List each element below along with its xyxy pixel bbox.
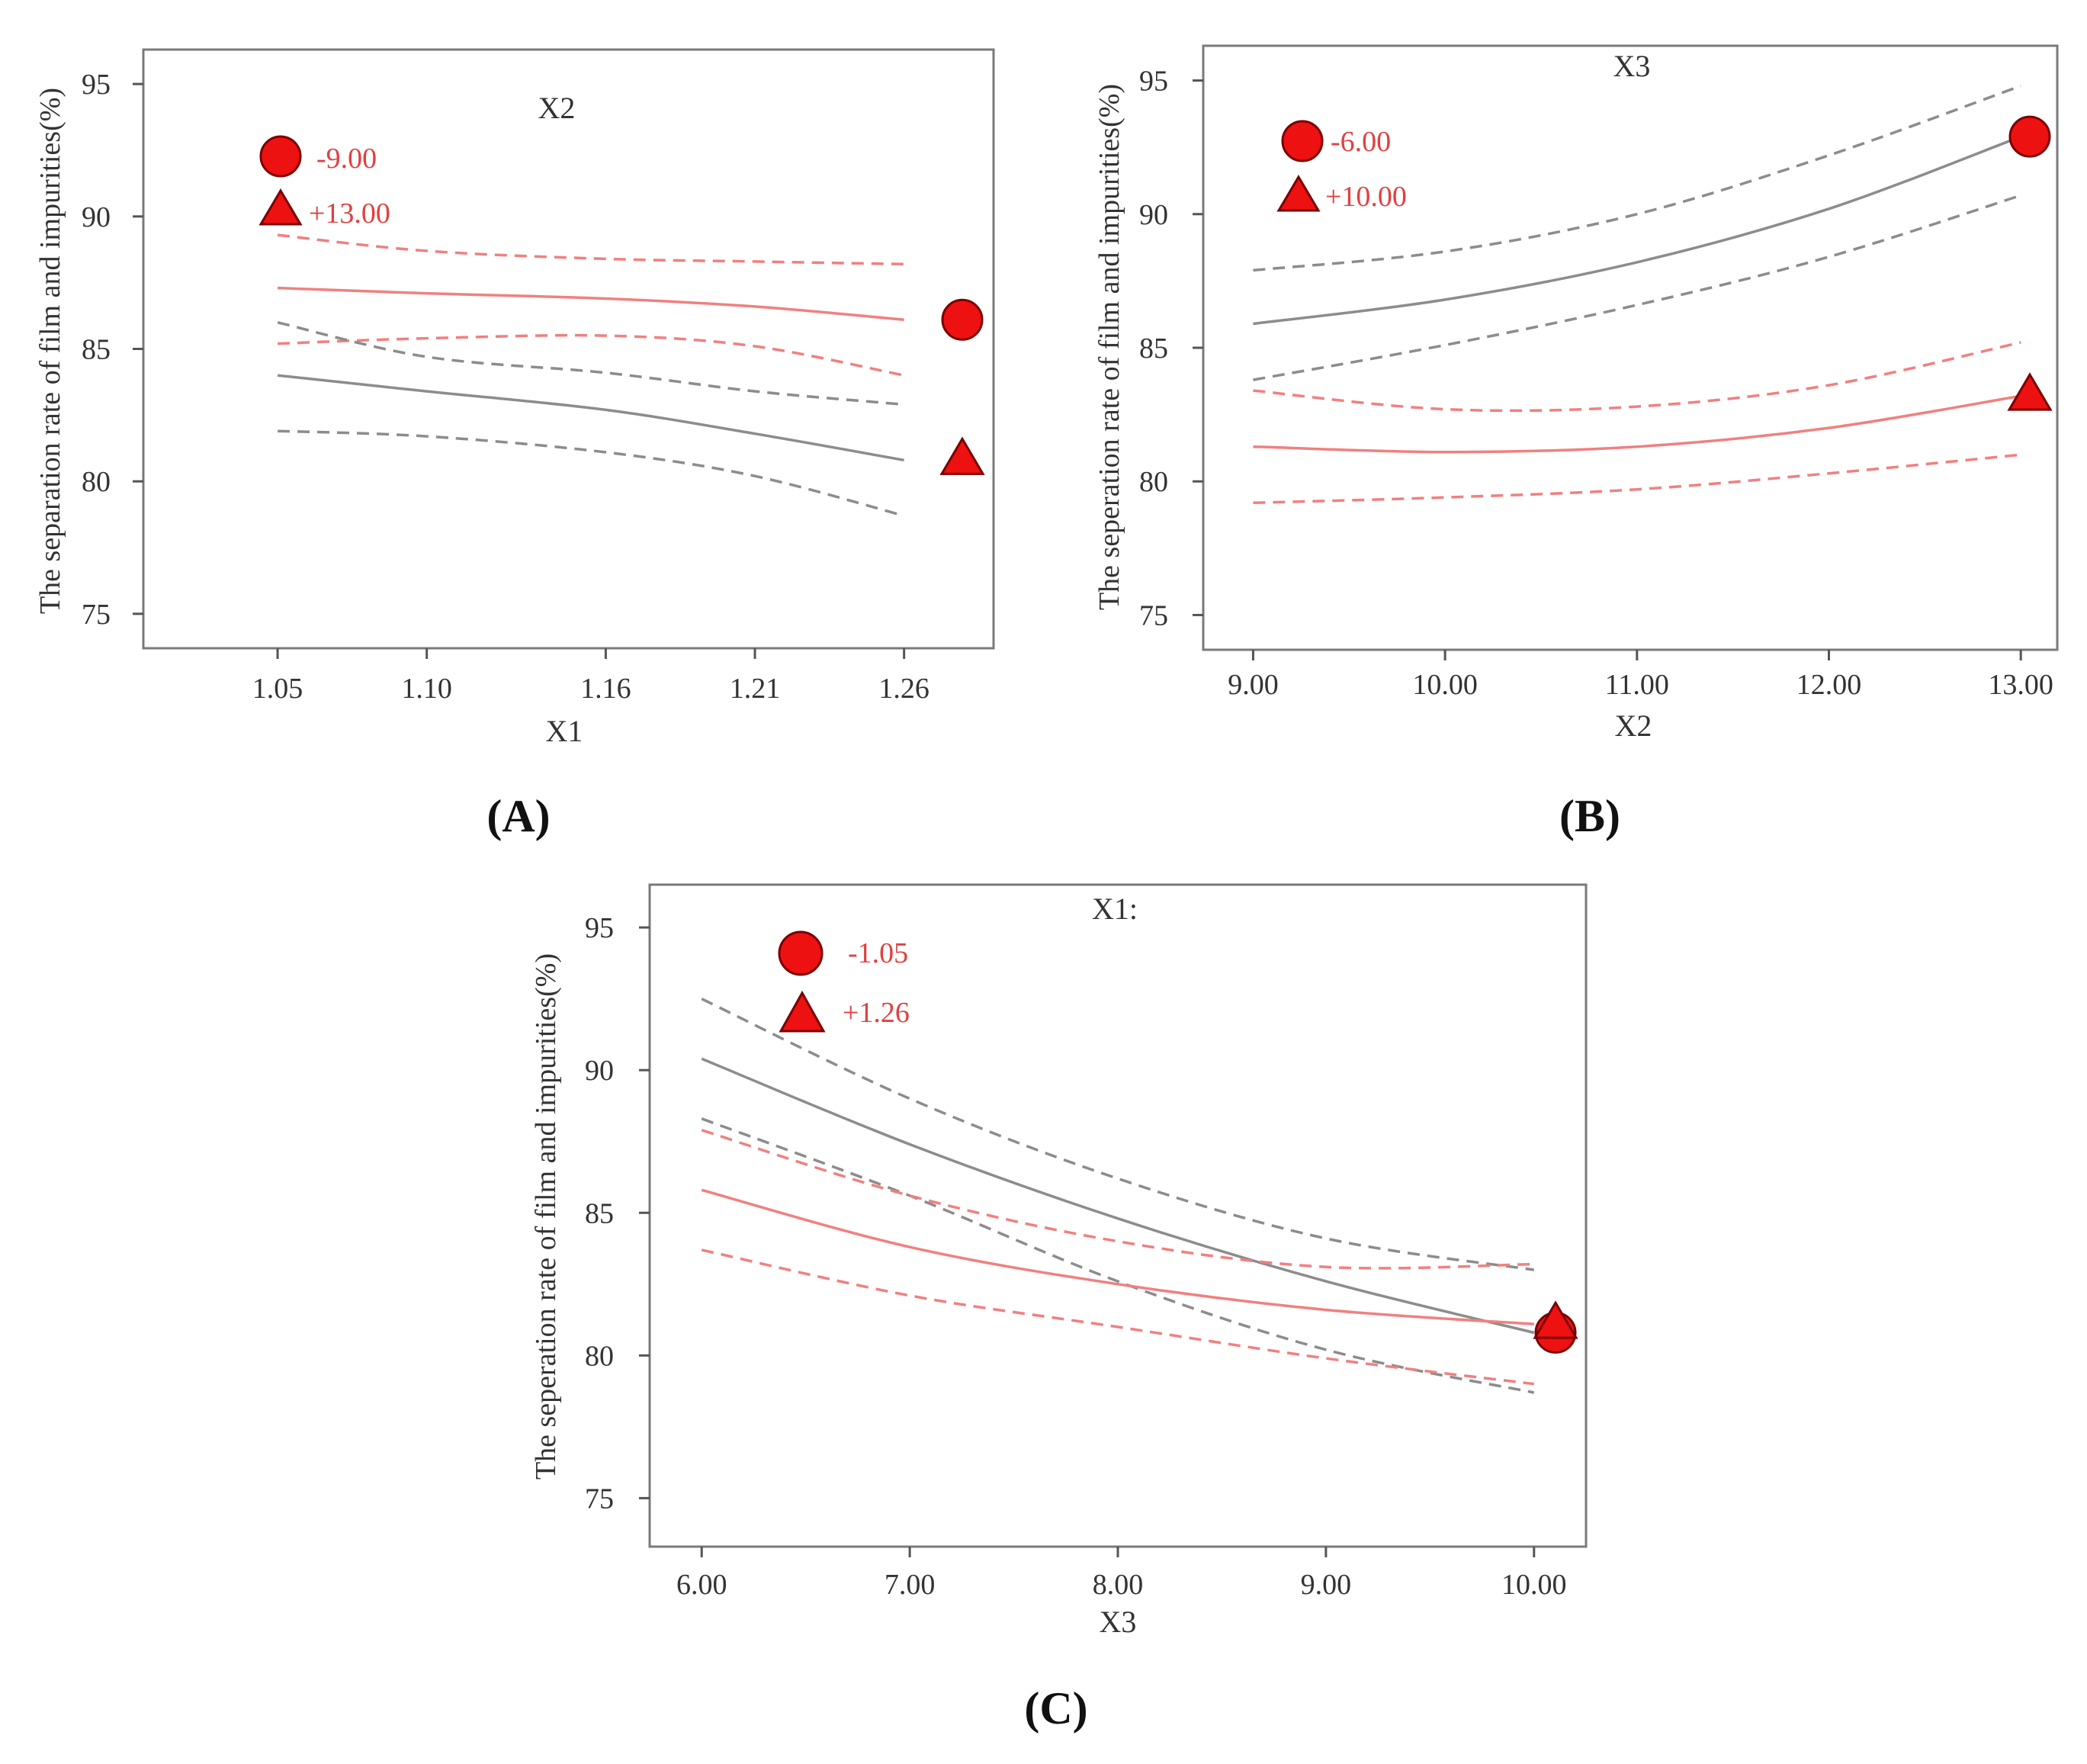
series-red-lower-ci	[278, 333, 904, 377]
panel-c: 6.00 7.00 8.00 9.00 10.00 75 80 85 90 95 X1: -1.0…	[530, 883, 1588, 1733]
legend-label-high: +10.00	[1325, 181, 1407, 213]
x-axis-label: X1	[546, 714, 583, 748]
x-tick-label: 1.05	[252, 673, 303, 705]
series-red-upper-ci	[701, 1129, 1534, 1270]
y-tick-label: 80	[585, 1340, 614, 1372]
series-red-upper-ci	[277, 233, 904, 266]
x-tick-label: 1.16	[580, 673, 631, 705]
y-axis-label: The separation rate of film and impuriti…	[34, 88, 66, 614]
end-triangle-marker	[1533, 1300, 1578, 1339]
y-tick-label: 75	[585, 1483, 614, 1515]
factor-title: X2	[538, 91, 576, 125]
x-tick-label: 1.21	[730, 673, 781, 705]
x-tick-label: 6.00	[676, 1569, 727, 1601]
end-circle-marker	[2008, 115, 2051, 158]
x-tick-label: 11.00	[1605, 669, 1669, 701]
legend-triangle-marker	[258, 188, 303, 226]
legend-label-high: +13.00	[309, 198, 390, 230]
series-grey-lower-ci	[278, 429, 905, 517]
y-tick-label: 90	[1139, 199, 1168, 231]
axes-ticks: 1.05 1.10 1.16 1.21 1.26 75 80 85 90 95	[82, 69, 930, 705]
end-circle-marker	[941, 298, 984, 341]
x-axis-label: X3	[1100, 1605, 1137, 1639]
series-grey-lower-ci	[701, 1117, 1535, 1394]
legend-label-low: -1.05	[848, 937, 908, 969]
plot-frame	[648, 883, 1588, 1548]
factor-title: X1:	[1092, 892, 1138, 926]
end-triangle-marker	[939, 436, 985, 475]
series-grey-upper-ci	[701, 998, 1535, 1271]
y-tick-label: 95	[1139, 66, 1168, 98]
legend-label-low: -9.00	[316, 143, 377, 175]
series-group	[701, 998, 1578, 1394]
x-tick-label: 13.00	[1988, 669, 2053, 701]
series-grey-mean-line	[701, 1057, 1535, 1335]
panel-label: (B)	[1559, 791, 1620, 841]
legend-label-low: -6.00	[1331, 126, 1391, 158]
legend-label-high: +1.26	[843, 997, 910, 1029]
series-group	[277, 233, 985, 517]
y-tick-label: 95	[82, 69, 111, 101]
series-red-mean-line	[278, 286, 904, 322]
y-axis-label: The seperation rate of film and impuriti…	[530, 953, 562, 1480]
y-axis-label: The seperation rate of film and impuriti…	[1093, 84, 1125, 610]
x-tick-label: 10.00	[1501, 1569, 1567, 1601]
series-group	[1253, 84, 2053, 505]
series-red-mean-line	[701, 1188, 1534, 1325]
legend-circle-marker	[259, 135, 302, 178]
y-tick-label: 90	[82, 201, 111, 233]
series-red-mean-line	[1253, 394, 2021, 454]
series-red-lower-ci	[1253, 453, 2021, 505]
panel-label: (A)	[486, 791, 550, 841]
x-axis-label: X2	[1615, 708, 1652, 743]
legend-circle-marker	[778, 930, 824, 976]
x-tick-label: 7.00	[885, 1569, 936, 1601]
y-tick-label: 90	[585, 1055, 614, 1087]
series-grey-upper-ci	[1253, 84, 2021, 272]
y-tick-label: 80	[82, 466, 111, 498]
end-triangle-marker	[2007, 372, 2053, 411]
y-tick-label: 95	[585, 912, 614, 944]
series-grey-upper-ci	[277, 321, 904, 406]
x-tick-label: 8.00	[1093, 1569, 1144, 1601]
axes-ticks: 9.00 10.00 11.00 12.00 13.00 75 80 85 90 95	[1139, 66, 2053, 701]
series-red-upper-ci	[1253, 341, 2021, 413]
panel-label: (C)	[1024, 1683, 1087, 1733]
legend-triangle-marker	[779, 990, 826, 1033]
series-grey-mean-line	[277, 374, 904, 462]
series-red-lower-ci	[701, 1248, 1535, 1386]
x-tick-label: 9.00	[1301, 1569, 1352, 1601]
legend-triangle-marker	[1276, 175, 1321, 212]
axes-ticks: 6.00 7.00 8.00 9.00 10.00 75 80 85 90 95	[585, 912, 1567, 1601]
series-grey-lower-ci	[1253, 194, 2021, 381]
x-tick-label: 1.26	[878, 673, 930, 705]
x-tick-label: 1.10	[401, 673, 452, 705]
x-tick-label: 10.00	[1412, 669, 1478, 701]
x-tick-label: 12.00	[1796, 669, 1862, 701]
y-tick-label: 85	[585, 1197, 614, 1229]
series-grey-mean-line	[1253, 135, 2021, 326]
legend-circle-marker	[1281, 120, 1324, 162]
y-tick-label: 85	[1139, 333, 1168, 365]
y-tick-label: 85	[82, 334, 111, 366]
plot-frame	[1202, 44, 2059, 651]
y-tick-label: 75	[1139, 599, 1168, 631]
y-tick-label: 80	[1139, 466, 1168, 498]
factor-title: X3	[1613, 49, 1651, 83]
panel-b: 9.00 10.00 11.00 12.00 13.00 75 80 85 90 95 X3 -6…	[1093, 44, 2059, 841]
x-tick-label: 9.00	[1228, 669, 1279, 701]
y-tick-label: 75	[82, 599, 111, 631]
